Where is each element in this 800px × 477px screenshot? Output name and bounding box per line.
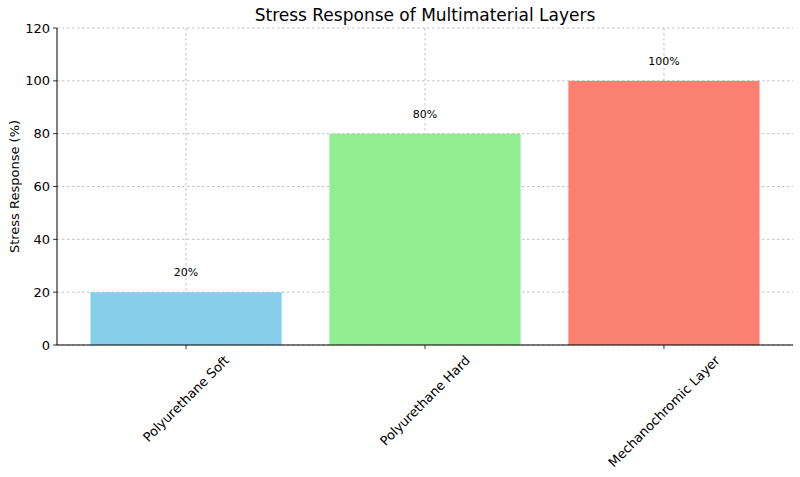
title: Stress Response of Multimaterial Layers (255, 5, 596, 25)
y-tick-label: 80 (33, 126, 50, 141)
y-tick-label: 0 (42, 338, 50, 353)
y-tick (53, 239, 57, 240)
x-tick-label: Polyurethane Hard (377, 353, 473, 449)
bar (90, 292, 281, 345)
x-tick (186, 345, 187, 349)
data-label: 20% (174, 266, 198, 279)
bar (329, 134, 520, 345)
y-axis-label: Stress Response (%) (7, 120, 22, 253)
y-tick-label: 120 (25, 21, 50, 36)
chart: Stress Response of Multimaterial Layers 2… (0, 0, 800, 477)
x-tick (663, 345, 664, 349)
y-tick (53, 28, 57, 29)
y-tick-label: 40 (33, 232, 50, 247)
y-tick (53, 80, 57, 81)
x-tick (425, 345, 426, 349)
x-tick-label: Mechanochromic Layer (605, 352, 723, 470)
y-tick (53, 292, 57, 293)
bars (90, 81, 759, 345)
grid (57, 28, 793, 345)
data-label: 80% (413, 108, 437, 121)
data-label: 100% (648, 55, 679, 68)
y-tick-label: 60 (33, 179, 50, 194)
y-tick-label: 100 (25, 73, 50, 88)
y-tick (53, 186, 57, 187)
y-tick-label: 20 (33, 285, 50, 300)
x-tick-label: Polyurethane Soft (140, 353, 232, 445)
y-tick (53, 345, 57, 346)
y-tick (53, 133, 57, 134)
bar (568, 81, 759, 345)
